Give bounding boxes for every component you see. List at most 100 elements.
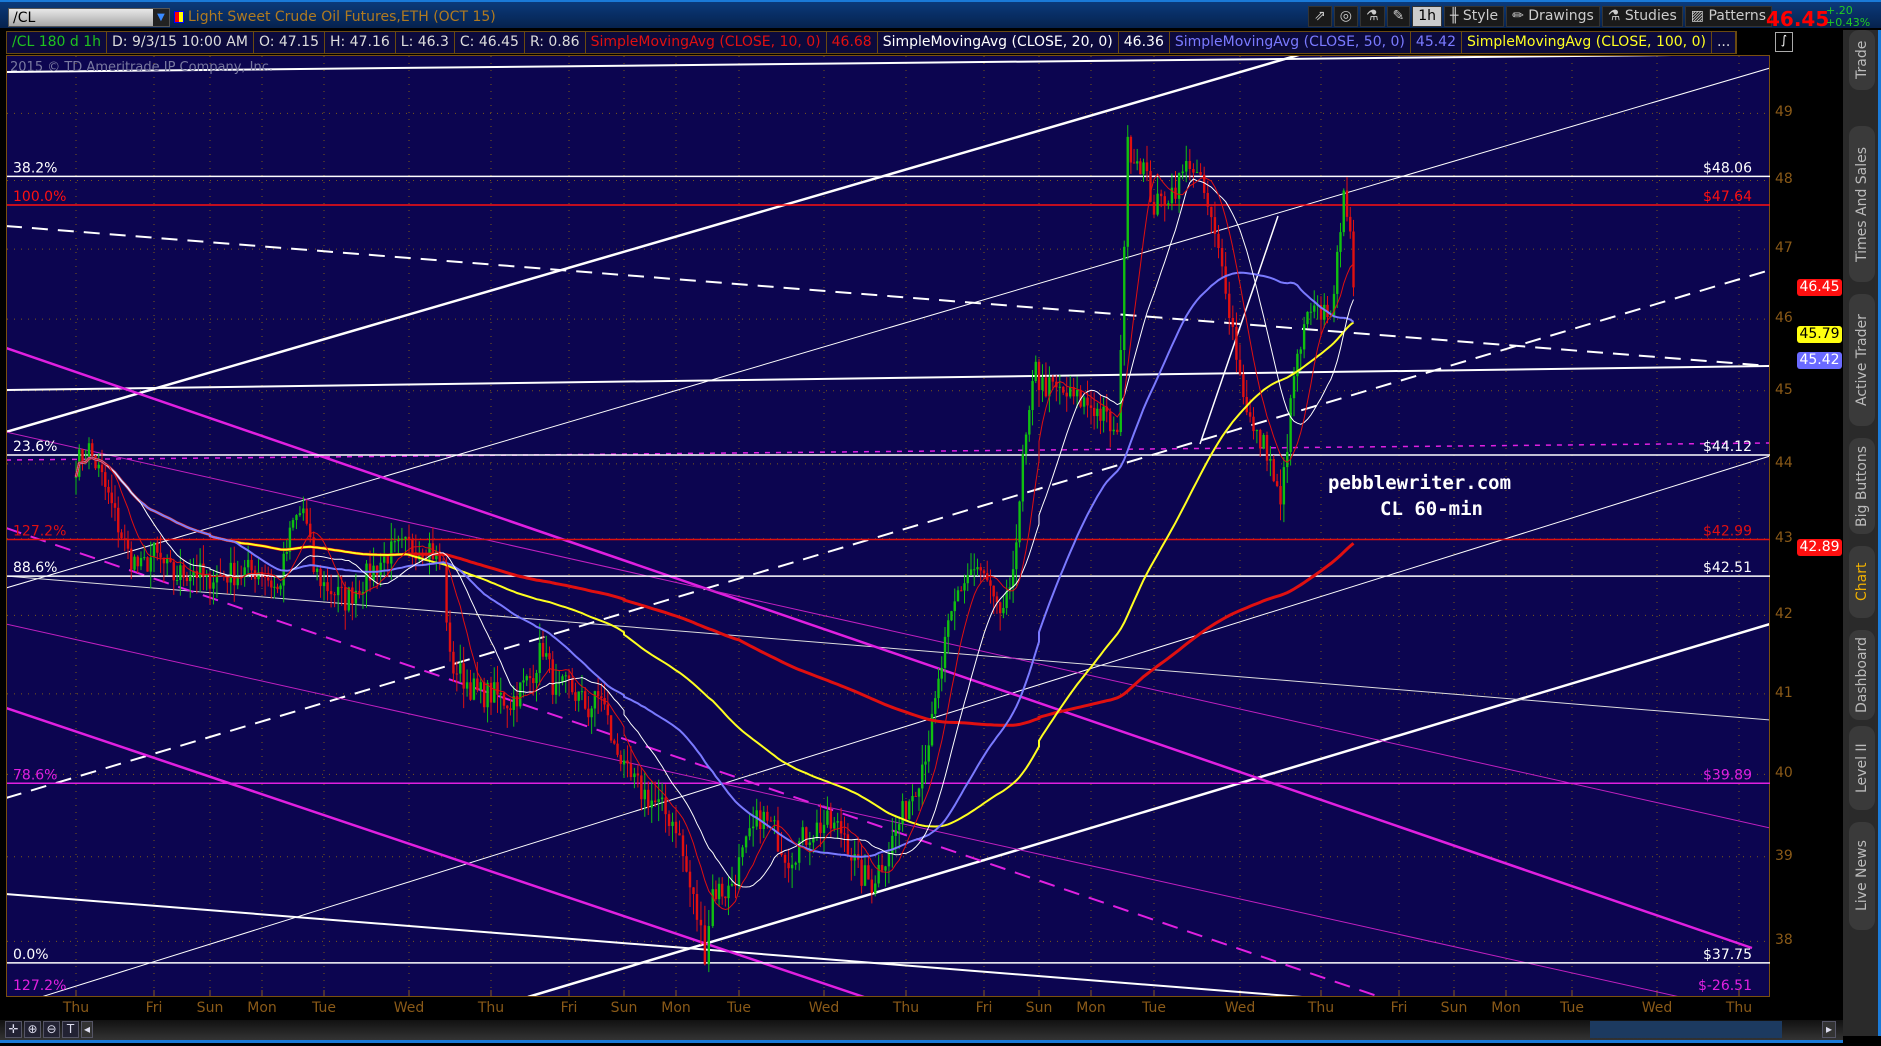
study-header-item[interactable]: 46.68 <box>827 32 878 53</box>
candle-body <box>172 562 175 581</box>
candle-body <box>678 833 681 836</box>
candle-body <box>880 864 884 871</box>
study-header-item[interactable]: SimpleMovingAvg (CLOSE, 100, 0) <box>1462 32 1712 53</box>
study-header-item[interactable]: 45.42 <box>1411 32 1462 53</box>
magenta-trendline[interactable] <box>6 623 1680 997</box>
candle-body <box>146 557 149 572</box>
candle-body <box>1323 304 1326 320</box>
study-header-item[interactable]: R: 0.86 <box>525 32 586 53</box>
trendline[interactable] <box>1199 215 1279 445</box>
candle-body <box>198 563 202 578</box>
time-scrollbar[interactable] <box>1590 1021 1782 1038</box>
side-tab-big-buttons[interactable]: Big Buttons <box>1849 438 1875 534</box>
dashed-trendline[interactable] <box>6 225 1770 367</box>
study-header-item[interactable]: O: 47.15 <box>254 32 325 53</box>
fib-price-label: $44.12 <box>1703 439 1752 455</box>
price-axis[interactable] <box>1771 55 1841 997</box>
candle-body <box>100 464 104 473</box>
candle-body <box>703 925 707 965</box>
flag-icon[interactable] <box>174 11 184 23</box>
candle-body <box>894 830 897 836</box>
candle-body <box>1096 408 1099 417</box>
candle-body <box>1152 201 1156 215</box>
trendline[interactable] <box>6 575 1770 721</box>
candle-body <box>81 449 84 462</box>
share-icon[interactable]: ⇗ <box>1308 6 1332 27</box>
candle-body <box>162 557 166 564</box>
fib-price-label: $39.89 <box>1703 767 1752 783</box>
study-header-item[interactable]: SimpleMovingAvg (CLOSE, 10, 0) <box>586 32 827 53</box>
zoom-out-icon[interactable]: ⊖ <box>43 1021 60 1038</box>
price-axis-label: 44 <box>1775 454 1793 471</box>
magenta-trendline[interactable] <box>6 347 1753 950</box>
trendline[interactable] <box>6 893 1303 997</box>
side-tab-chart[interactable]: Chart <box>1849 546 1875 618</box>
candle-body <box>257 572 260 580</box>
candle-body <box>914 795 917 797</box>
study-header-item[interactable]: L: 46.3 <box>396 32 455 53</box>
candle-body <box>911 795 914 802</box>
study-header-item[interactable]: H: 47.16 <box>325 32 396 53</box>
trendline[interactable] <box>6 54 1770 73</box>
candles <box>74 125 1355 973</box>
candle-body <box>1255 430 1259 432</box>
trendline[interactable] <box>6 455 1770 1008</box>
symbol-input[interactable]: /CL ▼ <box>8 8 170 27</box>
magenta-trendline[interactable] <box>6 707 865 997</box>
candle-body <box>1286 451 1289 468</box>
dashed-trendline[interactable] <box>6 269 1770 799</box>
drawings-button[interactable]: ✏ Drawings <box>1506 6 1600 27</box>
candle-body <box>805 827 808 845</box>
chevron-down-icon[interactable]: ▼ <box>153 9 169 26</box>
magenta-dashed-trendline[interactable] <box>6 527 1381 997</box>
patterns-button[interactable]: ▨ Patterns <box>1684 6 1773 27</box>
zoom-in-icon[interactable]: ⊕ <box>24 1021 41 1038</box>
chart-plot-area[interactable] <box>6 55 1770 997</box>
side-tab-level-ii[interactable]: Level II <box>1849 726 1875 810</box>
side-tab-dashboard[interactable]: Dashboard <box>1849 630 1875 720</box>
study-header-item[interactable]: /CL 180 d 1h <box>7 32 108 53</box>
style-button[interactable]: ╫ Style <box>1444 6 1505 27</box>
indicator-icon[interactable]: ∫ <box>1775 32 1793 52</box>
candle-body <box>486 682 489 708</box>
candle-body <box>606 704 610 716</box>
side-tab-times-and-sales[interactable]: Times And Sales <box>1849 126 1875 282</box>
study-header-item[interactable]: C: 46.45 <box>455 32 525 53</box>
text-tool-icon[interactable]: T <box>62 1021 79 1038</box>
candle-body <box>1272 458 1275 482</box>
trendline[interactable] <box>6 54 1302 434</box>
study-header-item[interactable]: SimpleMovingAvg (CLOSE, 50, 0) <box>1170 32 1411 53</box>
candle-body <box>808 842 812 845</box>
candle-body <box>685 856 688 872</box>
candle-body <box>175 580 179 582</box>
side-tab-live-news[interactable]: Live News <box>1849 822 1875 930</box>
study-header-item[interactable]: D: 9/3/15 10:00 AM <box>107 32 254 53</box>
aggregation-button[interactable]: 1h <box>1412 6 1443 27</box>
candle-body <box>1167 203 1170 206</box>
side-tab-active-trader[interactable]: Active Trader <box>1849 294 1875 426</box>
crosshair-icon[interactable]: ✛ <box>5 1021 22 1038</box>
trendline[interactable] <box>6 67 1770 589</box>
magenta-trendline[interactable] <box>6 431 1770 829</box>
candle-body <box>1149 171 1152 202</box>
trendline[interactable] <box>527 622 1770 997</box>
studies-button[interactable]: ⚗ Studies <box>1601 6 1683 27</box>
candle-body <box>734 884 737 887</box>
wrench-icon[interactable]: ✎ <box>1386 6 1411 27</box>
studies-quick-icon[interactable]: ⚗ <box>1359 6 1385 27</box>
candle-body <box>1269 458 1272 461</box>
side-tab-trade[interactable]: Trade <box>1849 30 1875 90</box>
candle-body <box>619 754 622 764</box>
study-header-item[interactable]: 46.36 <box>1119 32 1170 53</box>
candle-body <box>609 715 613 741</box>
scroll-left-icon[interactable]: ◂ <box>81 1021 93 1038</box>
scroll-right-icon[interactable]: ▸ <box>1822 1021 1836 1038</box>
trendline[interactable] <box>6 365 1770 391</box>
settings-icon[interactable]: ◎ <box>1333 6 1358 27</box>
study-header-item[interactable]: ... <box>1712 32 1737 53</box>
candle-body <box>312 537 315 572</box>
study-header-item[interactable]: SimpleMovingAvg (CLOSE, 20, 0) <box>878 32 1119 53</box>
magenta-dashed-level[interactable] <box>6 442 1770 461</box>
price-tag: 45.79 <box>1797 326 1842 344</box>
time-axis-label: Tue <box>1142 1000 1166 1016</box>
